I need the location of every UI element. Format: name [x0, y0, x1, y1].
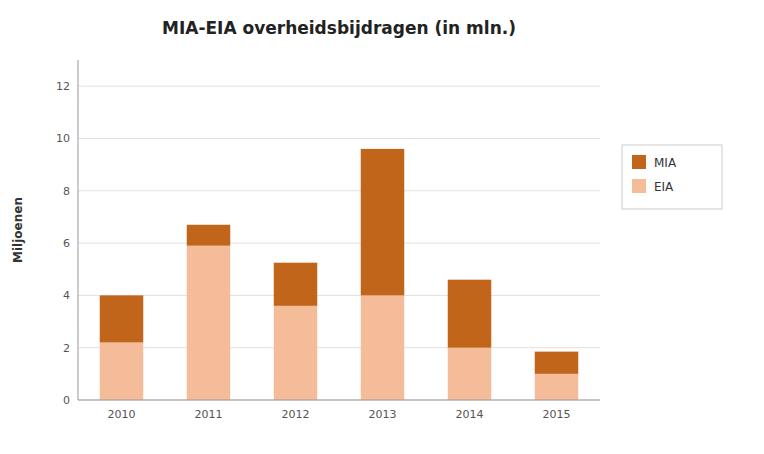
legend-label: MIA	[654, 156, 677, 170]
grid-line	[78, 295, 600, 296]
legend-swatch	[632, 179, 646, 193]
bar	[187, 246, 231, 400]
grid	[78, 86, 600, 400]
x-tick-label: 2010	[108, 408, 136, 421]
x-tick-label: 2015	[543, 408, 571, 421]
bar	[100, 295, 144, 342]
y-tick-label: 10	[56, 132, 70, 145]
legend-swatch	[632, 155, 646, 169]
x-tick-label: 2014	[456, 408, 484, 421]
bar	[535, 352, 579, 374]
y-tick-label: 0	[63, 394, 70, 407]
bar	[448, 348, 492, 400]
grid-line	[78, 243, 600, 244]
y-tick-label: 4	[63, 289, 70, 302]
bar	[448, 280, 492, 348]
bar	[274, 263, 318, 306]
legend-frame	[622, 145, 722, 209]
bar	[100, 342, 144, 400]
x-axis-line	[78, 400, 600, 401]
grid-line	[78, 400, 600, 401]
grid-line	[78, 138, 600, 139]
bar	[361, 295, 405, 400]
legend: MIA EIA	[622, 145, 722, 209]
chart-container: MIA-EIA overheidsbijdragen (in mln.) Milj…	[0, 0, 764, 454]
chart-svg: MIA-EIA overheidsbijdragen (in mln.) Milj…	[0, 0, 764, 454]
y-tick-label: 6	[63, 237, 70, 250]
bar	[187, 225, 231, 246]
y-tick-label: 8	[63, 185, 70, 198]
bars	[100, 149, 579, 400]
x-tick-label: 2011	[195, 408, 223, 421]
bar	[535, 374, 579, 400]
grid-line	[78, 190, 600, 191]
y-axis-line	[78, 60, 79, 400]
x-tick-label: 2012	[282, 408, 310, 421]
grid-line	[78, 347, 600, 348]
bar	[361, 149, 405, 295]
title: MIA-EIA overheidsbijdragen (in mln.)	[162, 18, 516, 38]
y-tick-label: 2	[63, 342, 70, 355]
bar	[274, 306, 318, 400]
x-tick-label: 2013	[369, 408, 397, 421]
grid-line	[78, 86, 600, 87]
y-tick-label: 12	[56, 80, 70, 93]
legend-label: EIA	[654, 180, 674, 194]
y-axis-label: Miljoenen	[11, 197, 25, 263]
